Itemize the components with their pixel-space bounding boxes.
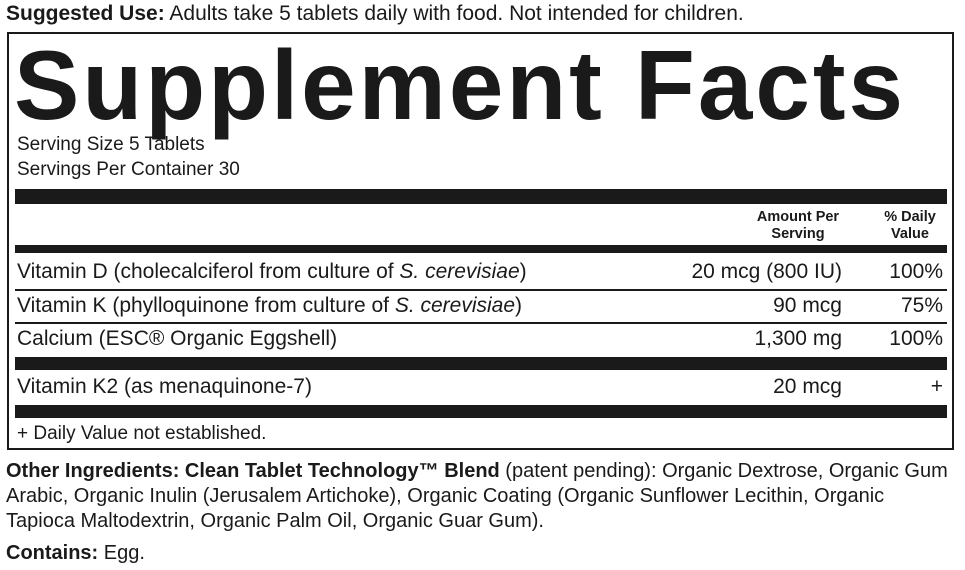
nutrient-row: Vitamin K (phylloquinone from culture of… xyxy=(17,291,943,321)
nutrient-row: Vitamin D (cholecalciferol from culture … xyxy=(17,257,943,287)
contains-text: Egg. xyxy=(98,542,145,564)
contains: Contains: Egg. xyxy=(6,541,145,566)
contains-label: Contains: xyxy=(6,542,99,564)
other-ingredients: Other Ingredients: Clean Tablet Technolo… xyxy=(6,459,956,534)
divider-bar xyxy=(15,357,947,370)
divider-bar xyxy=(15,245,947,253)
nutrient-dv: 75% xyxy=(900,294,943,317)
other-ingredients-text: (patent pending): Organic Dextrose, Orga… xyxy=(6,460,948,532)
nutrient-row: Calcium (ESC® Organic Eggshell) 1,300 mg… xyxy=(17,324,943,354)
nutrient-amount: 20 mcg xyxy=(773,375,842,398)
nutrient-dv: 100% xyxy=(889,327,943,350)
nutrient-dv: + xyxy=(930,375,943,398)
nutrient-row: Vitamin K2 (as menaquinone-7) 20 mcg + xyxy=(17,372,943,402)
suggested-use: Suggested Use: Adults take 5 tablets dai… xyxy=(6,2,744,26)
divider-bar xyxy=(15,189,947,204)
row-divider xyxy=(15,289,947,291)
nutrient-name: Vitamin K (phylloquinone from culture of… xyxy=(17,294,523,317)
serving-size: Serving Size 5 Tablets xyxy=(17,134,205,155)
nutrient-amount: 90 mcg xyxy=(773,294,842,317)
footnote: + Daily Value not established. xyxy=(17,423,267,444)
nutrient-name: Vitamin K2 (as menaquinone-7) xyxy=(17,375,312,398)
suggested-use-text: Adults take 5 tablets daily with food. N… xyxy=(164,2,744,25)
panel-title: Supplement Facts xyxy=(14,30,907,140)
nutrient-dv: 100% xyxy=(889,260,943,283)
divider-bar xyxy=(15,405,947,418)
nutrient-amount: 1,300 mg xyxy=(754,327,842,350)
suggested-use-label: Suggested Use: xyxy=(6,2,165,25)
header-amount: Amount Per Serving xyxy=(738,209,858,243)
nutrient-name: Vitamin D (cholecalciferol from culture … xyxy=(17,260,527,283)
nutrient-amount: 20 mcg (800 IU) xyxy=(691,260,842,283)
header-dv-line2: Value xyxy=(891,226,929,242)
servings-per-container: Servings Per Container 30 xyxy=(17,159,240,180)
row-divider xyxy=(15,322,947,324)
header-amount-line1: Amount Per xyxy=(756,209,840,225)
supplement-facts-panel xyxy=(7,32,954,450)
header-amount-line2: Serving xyxy=(771,226,825,242)
header-dv-line1: % Daily xyxy=(884,209,936,225)
other-ingredients-label: Other Ingredients: Clean Tablet Technolo… xyxy=(6,460,500,482)
header-daily-value: % Daily Value xyxy=(870,209,950,243)
nutrient-name: Calcium (ESC® Organic Eggshell) xyxy=(17,327,338,350)
